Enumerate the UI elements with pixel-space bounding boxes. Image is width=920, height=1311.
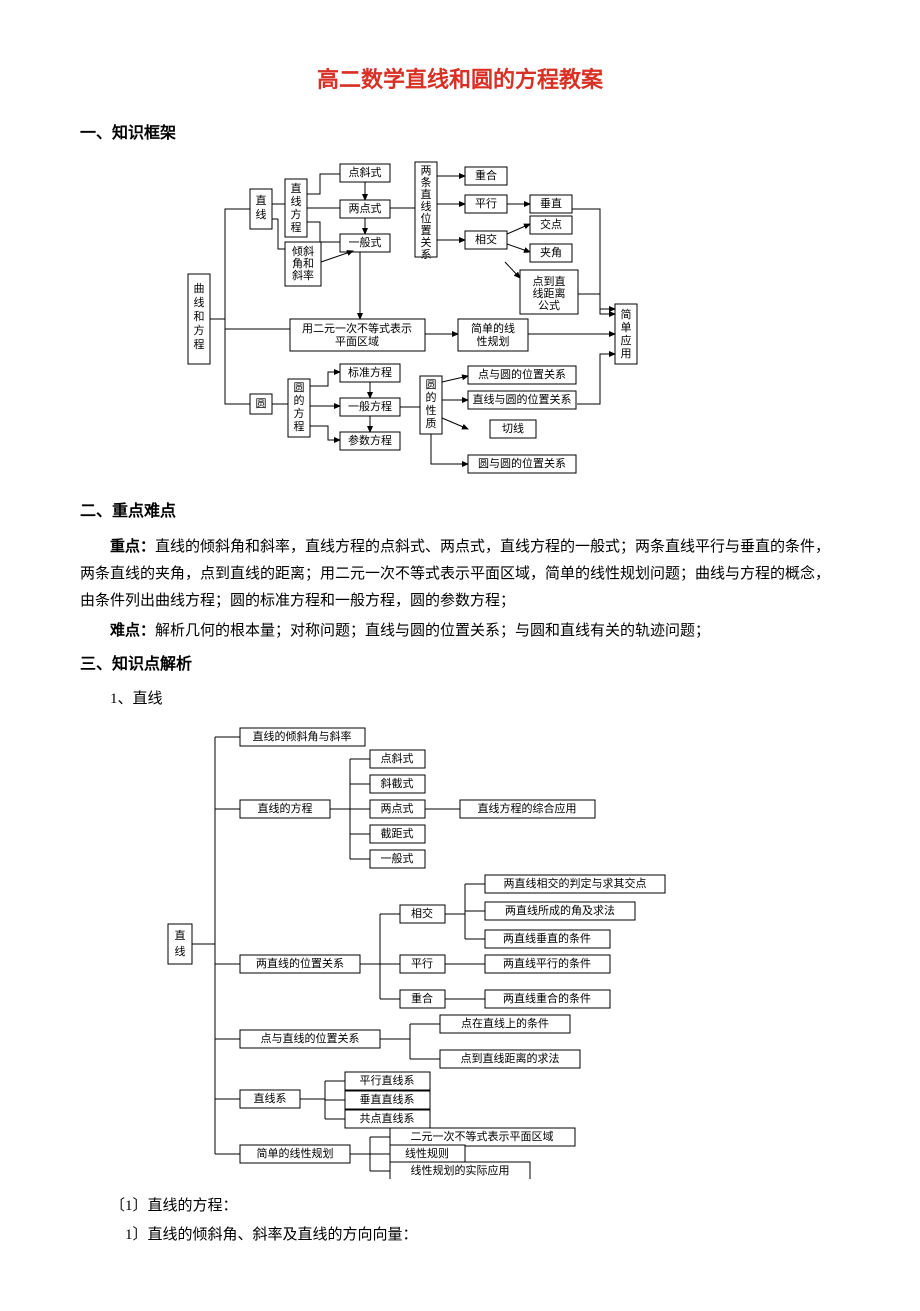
svg-text:一般方程: 一般方程	[348, 399, 392, 413]
keypoint-para: 重点：直线的倾斜角和斜率，直线方程的点斜式、两点式，直线方程的一般式；两条直线平…	[80, 533, 840, 615]
svg-text:直线方程: 直线方程	[291, 181, 302, 234]
svg-text:相交: 相交	[411, 906, 433, 920]
section-2-head: 二、重点难点	[80, 498, 840, 527]
svg-text:点到直线距离的求法: 点到直线距离的求法	[461, 1051, 560, 1065]
svg-text:截距式: 截距式	[381, 826, 414, 840]
svg-text:一般式: 一般式	[381, 852, 414, 865]
svg-text:夹角: 夹角	[540, 246, 562, 259]
svg-text:平行: 平行	[475, 197, 497, 210]
svg-text:两点式: 两点式	[349, 202, 382, 215]
section-1-head: 一、知识框架	[80, 120, 840, 149]
svg-text:直线的方程: 直线的方程	[258, 801, 313, 815]
svg-text:切线: 切线	[502, 421, 524, 435]
svg-text:点与直线的位置关系: 点与直线的位置关系	[261, 1031, 360, 1045]
svg-text:重合: 重合	[411, 991, 433, 1005]
svg-text:两直线垂直的条件: 两直线垂直的条件	[503, 931, 591, 945]
section-3-head: 三、知识点解析	[80, 651, 840, 680]
svg-text:直线的倾斜角与斜率: 直线的倾斜角与斜率	[253, 729, 352, 743]
svg-text:点斜式: 点斜式	[349, 166, 382, 179]
svg-text:平行: 平行	[411, 957, 433, 970]
svg-text:直线系: 直线系	[254, 1091, 287, 1105]
svg-text:简单的线性规划: 简单的线性规划	[471, 321, 515, 348]
svg-text:垂直直线系: 垂直直线系	[360, 1092, 415, 1106]
tail-line-2: 1〕直线的倾斜角、斜率及直线的方向向量：	[80, 1222, 840, 1249]
svg-text:线性规则: 线性规则	[405, 1146, 449, 1160]
svg-text:圆: 圆	[256, 397, 267, 410]
sec3-item-1: 1、直线	[80, 686, 840, 713]
diagram-knowledge-framework: 曲线和方程 直线 直线方程 倾斜角和斜率 点斜式 两点式 一般式 两条直线位置关…	[180, 154, 740, 484]
svg-text:斜截式: 斜截式	[381, 776, 414, 790]
svg-text:圆与圆的位置关系: 圆与圆的位置关系	[478, 456, 566, 470]
svg-text:垂直: 垂直	[540, 196, 562, 210]
svg-text:两点式: 两点式	[381, 802, 414, 815]
svg-text:一般式: 一般式	[349, 236, 382, 249]
svg-text:标准方程: 标准方程	[348, 365, 392, 379]
svg-text:简单的线性规划: 简单的线性规划	[257, 1146, 334, 1160]
difficulty-para: 难点：解析几何的根本量；对称问题；直线与圆的位置关系；与圆和直线有关的轨迹问题；	[80, 617, 840, 645]
svg-text:两直线平行的条件: 两直线平行的条件	[503, 956, 591, 970]
svg-text:相交: 相交	[475, 232, 497, 246]
svg-text:倾斜角和斜率: 倾斜角和斜率	[292, 245, 314, 282]
svg-text:两直线所成的角及求法: 两直线所成的角及求法	[505, 903, 615, 917]
svg-text:两直线相交的判定与求其交点: 两直线相交的判定与求其交点	[504, 876, 647, 890]
svg-text:重合: 重合	[475, 168, 497, 182]
svg-text:点斜式: 点斜式	[381, 752, 414, 765]
svg-text:二元一次不等式表示平面区域: 二元一次不等式表示平面区域	[411, 1129, 554, 1143]
svg-text:点在直线上的条件: 点在直线上的条件	[461, 1016, 549, 1030]
d1-root: 曲线和方程	[194, 282, 205, 351]
svg-text:简单应用: 简单应用	[621, 307, 632, 360]
tail-line-1: 〔1〕直线的方程：	[80, 1193, 840, 1220]
svg-text:参数方程: 参数方程	[348, 433, 392, 447]
diagram-line-analysis: 直线 直线的倾斜角与斜率 直线的方程 两直线的位置关系 点与直线的位置关系 直线…	[160, 719, 760, 1179]
svg-text:共点直线系: 共点直线系	[360, 1111, 415, 1125]
svg-text:平行直线系: 平行直线系	[360, 1073, 415, 1087]
page-title: 高二数学直线和圆的方程教案	[80, 60, 840, 100]
svg-text:线性规划的实际应用: 线性规划的实际应用	[411, 1163, 510, 1177]
svg-text:点与圆的位置关系: 点与圆的位置关系	[478, 367, 566, 381]
svg-text:两直线重合的条件: 两直线重合的条件	[503, 991, 591, 1005]
svg-text:两条直线位置关系: 两条直线位置关系	[421, 165, 432, 261]
svg-text:交点: 交点	[540, 217, 562, 231]
svg-text:两直线的位置关系: 两直线的位置关系	[256, 956, 344, 970]
svg-text:直线方程的综合应用: 直线方程的综合应用	[478, 801, 577, 815]
svg-text:直线与圆的位置关系: 直线与圆的位置关系	[473, 392, 572, 406]
